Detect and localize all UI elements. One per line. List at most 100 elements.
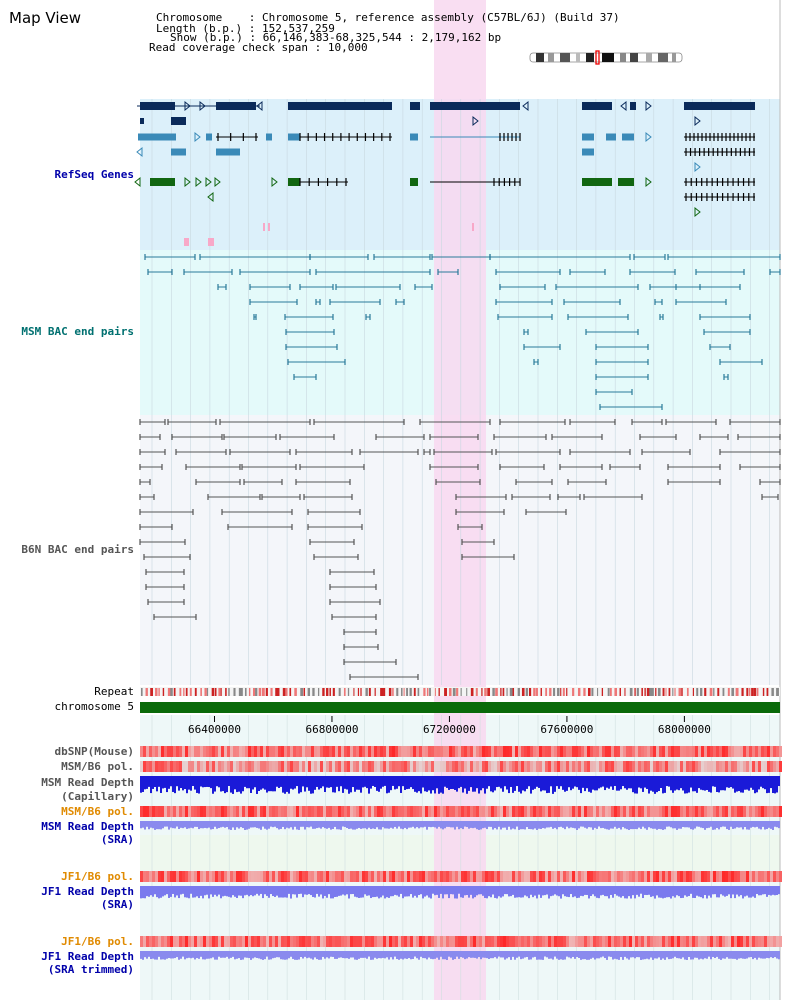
jf1-b6-pol2-heat [611,936,614,947]
jf1-depth-sra-bar [264,886,266,895]
msm-depth-cap-bar [476,776,478,789]
jf1-b6-pol-heat [779,871,782,882]
dbsnp-heat [140,746,143,757]
msm-b6-pol-heat [332,761,335,772]
msm-b6-pol-heat [467,761,470,772]
track-label-dbsnp[interactable]: dbSNP(Mouse) [54,745,134,758]
msm-depth-sra-bar [774,821,776,827]
msm-b6-pol-heat [527,761,530,772]
strand-arrow [256,100,263,112]
msm-depth-sra-bar [544,821,546,829]
jf1-depth-trim-bar [564,951,566,960]
track-label-msm-bac[interactable]: MSM BAC end pairs [21,325,134,338]
jf1-depth-sra-bar [538,886,540,895]
msm-depth-sra-bar [520,821,522,830]
track-label-msm-b6-pol-2[interactable]: MSM/B6 pol. [61,805,134,818]
msm-depth-sra-bar [274,821,276,827]
jf1-depth-sra-bar [636,886,638,895]
repeat-mark [674,688,676,696]
ideogram-position-marker [595,50,600,65]
msm-depth-sra-bar [266,821,268,830]
track-label-msm-depth-cap-1[interactable]: MSM Read Depth [41,776,134,789]
jf1-b6-pol-heat [743,871,746,882]
jf1-b6-pol-heat [368,871,371,882]
exon-block [582,102,612,110]
jf1-b6-pol2-heat [326,936,329,947]
dbsnp-heat [638,746,641,757]
jf1-depth-trim-bar [348,951,350,959]
msm-b6-pol2-heat [590,806,593,817]
msm-depth-cap-bar [202,776,204,788]
jf1-depth-sra-bar [206,886,208,895]
msm-depth-cap-bar [450,776,452,789]
msm-b6-pol-heat [311,761,314,772]
jf1-b6-pol2-heat [434,936,437,947]
msm-depth-sra-bar [214,821,216,827]
jf1-depth-sra-bar [518,886,520,898]
track-label-refseq[interactable]: RefSeq Genes [54,168,134,181]
msm-b6-pol-heat [353,761,356,772]
dbsnp-heat [362,746,365,757]
jf1-b6-pol-heat [359,871,362,882]
track-label-jf1-depth-sra-1[interactable]: JF1 Read Depth [41,885,134,898]
msm-b6-pol-heat [716,761,719,772]
jf1-depth-sra-bar [522,886,524,898]
msm-depth-sra-bar [700,821,702,828]
msm-depth-cap-bar [634,776,636,794]
msm-depth-sra-bar [636,821,638,830]
jf1-b6-pol-heat [674,871,677,882]
msm-b6-pol2-heat [770,806,773,817]
track-label-msm-depth-sra-1[interactable]: MSM Read Depth [41,820,134,833]
jf1-b6-pol-heat [413,871,416,882]
jf1-depth-sra-bar [468,886,470,898]
msm-depth-cap-bar [350,776,352,793]
exon-block [410,133,418,141]
jf1-b6-pol-heat [158,871,161,882]
msm-b6-pol2-heat [608,806,611,817]
msm-depth-cap-bar [742,776,744,793]
dbsnp-heat [500,746,503,757]
track-label-jf1-depth-trim-1[interactable]: JF1 Read Depth [41,950,134,963]
track-label-msm-b6-pol[interactable]: MSM/B6 pol. [61,760,134,773]
msm-b6-pol-heat [548,761,551,772]
jf1-b6-pol2-heat [341,936,344,947]
repeat-mark [233,688,236,696]
msm-depth-sra-bar [360,821,362,829]
jf1-depth-sra-bar [228,886,230,897]
msm-depth-cap-bar [348,776,350,794]
track-label-jf1-b6-pol-2[interactable]: JF1/B6 pol. [61,935,134,948]
dbsnp-heat [332,746,335,757]
jf1-depth-sra-bar [364,886,366,895]
ideogram-band [672,53,676,62]
msm-b6-pol-heat [266,761,269,772]
jf1-b6-pol-heat [491,871,494,882]
jf1-b6-pol2-heat [638,936,641,947]
jf1-depth-trim-bar [408,951,410,959]
marker [268,223,270,231]
track-label-b6n-bac[interactable]: B6N BAC end pairs [21,543,134,556]
msm-b6-pol-heat [542,761,545,772]
jf1-depth-trim-bar [322,951,324,957]
dbsnp-heat [497,746,500,757]
jf1-b6-pol-heat [152,871,155,882]
jf1-depth-sra-bar [302,886,304,898]
msm-depth-sra-bar [464,821,466,827]
msm-b6-pol-heat [446,761,449,772]
jf1-depth-sra-bar [716,886,718,898]
msm-b6-pol2-heat [737,806,740,817]
msm-b6-pol2-heat [476,806,479,817]
msm-b6-pol2-heat [680,806,683,817]
msm-depth-sra-bar [244,821,246,830]
jf1-depth-trim-bar [634,951,636,959]
dbsnp-heat [350,746,353,757]
msm-b6-pol-heat [377,761,380,772]
jf1-depth-sra-bar [428,886,430,898]
jf1-depth-trim-bar [670,951,672,959]
jf1-depth-trim-bar [168,951,170,959]
msm-b6-pol-heat [524,761,527,772]
msm-b6-pol2-heat [512,806,515,817]
msm-depth-sra-bar [234,821,236,830]
jf1-depth-sra-bar [308,886,310,895]
track-label-jf1-b6-pol[interactable]: JF1/B6 pol. [61,870,134,883]
msm-depth-sra-bar [570,821,572,828]
